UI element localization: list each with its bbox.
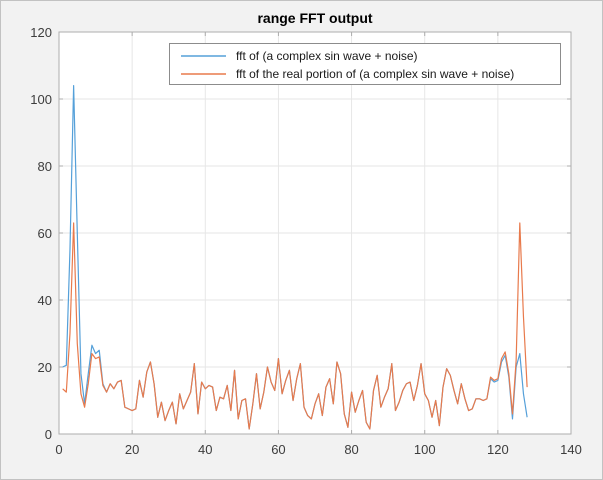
y-axis-tick-label: 20 xyxy=(38,360,52,375)
x-axis-tick-label: 40 xyxy=(198,442,212,457)
x-axis-tick-label: 120 xyxy=(487,442,509,457)
series-line-1 xyxy=(62,222,528,430)
legend-label: fft of (a complex sin wave + noise) xyxy=(236,49,418,63)
legend-item: fft of (a complex sin wave + noise) xyxy=(170,47,560,65)
x-axis-tick-label: 20 xyxy=(125,442,139,457)
x-axis-tick-label: 60 xyxy=(271,442,285,457)
y-axis-tick-label: 80 xyxy=(38,159,52,174)
legend-item: fft of the real portion of (a complex si… xyxy=(170,65,560,83)
y-axis-tick-label: 100 xyxy=(30,92,52,107)
y-axis-tick-label: 0 xyxy=(45,427,52,442)
legend-label: fft of the real portion of (a complex si… xyxy=(236,67,515,81)
legend-line-icon xyxy=(181,73,226,75)
x-axis-tick-label: 140 xyxy=(560,442,582,457)
y-axis-tick-label: 60 xyxy=(38,226,52,241)
legend: fft of (a complex sin wave + noise) fft … xyxy=(169,43,561,85)
y-axis-tick-label: 40 xyxy=(38,293,52,308)
x-axis-tick-label: 80 xyxy=(344,442,358,457)
legend-line-icon xyxy=(181,55,226,57)
x-axis-tick-label: 100 xyxy=(414,442,436,457)
plot-title: range FFT output xyxy=(257,10,373,26)
y-axis-tick-label: 120 xyxy=(30,25,52,40)
x-axis-tick-label: 0 xyxy=(55,442,62,457)
